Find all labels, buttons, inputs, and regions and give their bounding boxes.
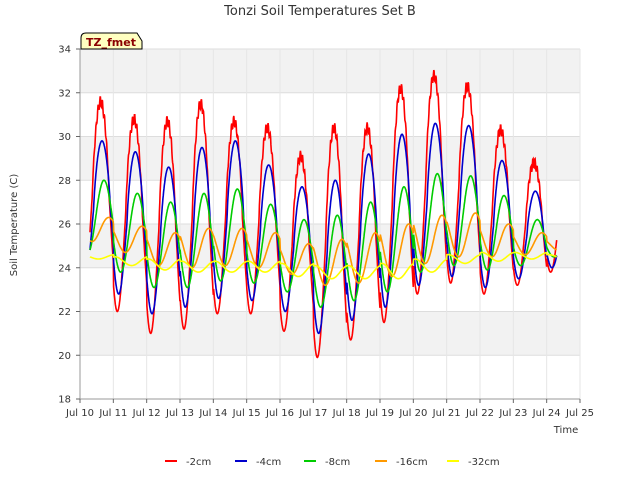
series-line-m2cm — [89, 69, 558, 359]
x-tick-label: Jul 14 — [198, 408, 227, 419]
series-line-m32cm — [89, 251, 557, 280]
plot-band — [80, 49, 580, 93]
y-tick-label: 22 — [58, 307, 71, 318]
tz-fmet-badge: TZ_fmet — [80, 32, 143, 50]
y-tick-label: 32 — [58, 88, 71, 99]
x-tick-label: Jul 12 — [132, 408, 161, 419]
legend-label-m4cm: -4cm — [256, 457, 281, 468]
y-tick-label: 30 — [58, 132, 71, 143]
x-tick-label: Jul 15 — [232, 408, 261, 419]
legend-label-m16cm: -16cm — [396, 457, 428, 468]
x-tick-label: Jul 18 — [332, 408, 361, 419]
y-tick-label: 34 — [58, 45, 71, 56]
x-tick-label: Jul 20 — [398, 408, 427, 419]
series-line-m16cm — [89, 212, 558, 287]
y-tick-label: 28 — [58, 176, 71, 187]
x-tick-label: Jul 11 — [98, 408, 127, 419]
x-tick-label: Jul 19 — [365, 408, 394, 419]
x-tick-label: Jul 21 — [432, 408, 461, 419]
y-tick-label: 26 — [58, 220, 71, 231]
y-axis-label: Soil Temperature (C) — [9, 174, 20, 277]
y-tick-label: 20 — [58, 351, 71, 362]
legend-label-m8cm: -8cm — [325, 457, 350, 468]
x-tick-label: Jul 24 — [532, 408, 561, 419]
x-tick-label: Jul 25 — [565, 408, 594, 419]
plot-band — [80, 311, 580, 356]
legend-label-m2cm: -2cm — [186, 457, 211, 468]
x-tick-label: Jul 23 — [498, 408, 527, 419]
legend-label-m32cm: -32cm — [468, 457, 500, 468]
series-lines — [89, 69, 558, 359]
x-tick-label: Jul 13 — [165, 408, 194, 419]
x-tick-label: Jul 22 — [465, 408, 494, 419]
badge-text: TZ_fmet — [86, 36, 136, 49]
x-tick-label: Jul 10 — [65, 408, 94, 419]
x-tick-label: Jul 16 — [265, 408, 294, 419]
axes: 18 20 22 24 26 28 30 32 34 Jul 10 Jul 11 Jul 12 Jul … — [58, 45, 594, 420]
y-tick-label: 18 — [58, 395, 71, 406]
legend: -2cm -4cm -8cm -16cm -32cm — [165, 457, 500, 468]
x-tick-label: Jul 17 — [298, 408, 327, 419]
chart-title: Tonzi Soil Temperatures Set B — [223, 4, 416, 19]
y-tick-label: 24 — [58, 263, 71, 274]
x-axis-label: Time — [553, 425, 578, 436]
